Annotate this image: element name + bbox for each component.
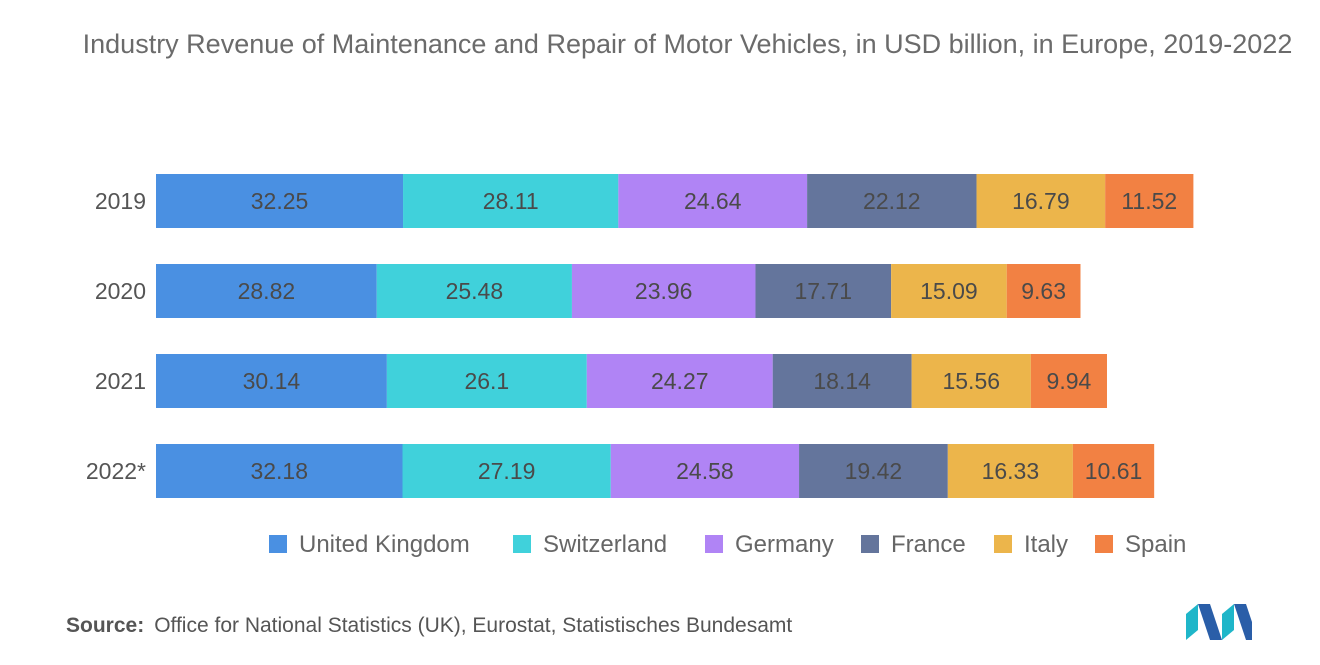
data-label: 32.25	[251, 188, 309, 214]
legend-label: France	[891, 531, 966, 558]
legend-swatch	[705, 535, 723, 553]
data-label: 11.52	[1121, 188, 1177, 214]
data-label: 24.58	[676, 458, 734, 484]
data-label: 19.42	[845, 458, 903, 484]
data-label: 28.11	[483, 188, 539, 214]
bar-segment	[386, 354, 587, 408]
bar-segment	[156, 174, 404, 228]
legend-swatch	[1095, 535, 1113, 553]
bar-segment	[799, 444, 948, 498]
y-tick-label: 2021	[95, 368, 146, 394]
legend-swatch	[994, 535, 1012, 553]
mordor-intelligence-logo	[1186, 604, 1252, 640]
data-label: 22.12	[863, 188, 921, 214]
data-label: 16.33	[982, 458, 1040, 484]
y-tick-label: 2022*	[86, 458, 146, 484]
legend-label: Germany	[735, 531, 834, 558]
bar-segment	[911, 354, 1031, 408]
bar-segment	[1030, 354, 1107, 408]
y-tick-label: 2020	[95, 278, 146, 304]
y-tick-label: 2019	[95, 188, 146, 214]
bar-segment	[402, 444, 611, 498]
data-label: 27.19	[478, 458, 536, 484]
data-label: 26.1	[464, 368, 509, 394]
data-label: 28.82	[238, 278, 296, 304]
bar-segment	[891, 264, 1007, 318]
data-label: 15.56	[942, 368, 1000, 394]
bar-segment	[156, 444, 403, 498]
data-label: 32.18	[250, 458, 308, 484]
legend-label: Italy	[1024, 531, 1068, 558]
bar-segment	[1006, 264, 1081, 318]
bar-segment	[947, 444, 1073, 498]
bar-segment	[976, 174, 1106, 228]
data-label: 15.09	[920, 278, 978, 304]
legend-label: Spain	[1125, 531, 1186, 558]
legend-swatch	[269, 535, 287, 553]
bar-segment	[376, 264, 572, 318]
bar-segment	[618, 174, 808, 228]
data-label: 17.71	[795, 278, 853, 304]
data-label: 18.14	[813, 368, 871, 394]
legend-swatch	[861, 535, 879, 553]
data-label: 10.61	[1085, 458, 1143, 484]
data-label: 24.64	[684, 188, 742, 214]
bar-segment	[403, 174, 619, 228]
data-label: 30.14	[243, 368, 301, 394]
bar-segment	[610, 444, 800, 498]
data-label: 16.79	[1012, 188, 1070, 214]
chart-area: 2019 32.25 28.11 24.64 22.12 16.79 11.52 2020 28…	[86, 174, 1194, 558]
bar-segment	[586, 354, 773, 408]
data-label: 23.96	[635, 278, 693, 304]
source-note: Source: Office for National Statistics (U…	[66, 614, 792, 638]
legend-label: Switzerland	[543, 531, 667, 558]
bar-segment	[156, 354, 387, 408]
source-text: Office for National Statistics (UK), Eur…	[154, 614, 793, 637]
legend-label: United Kingdom	[299, 531, 470, 558]
source-label: Source:	[66, 614, 145, 637]
legend-swatch	[513, 535, 531, 553]
bar-segment	[772, 354, 912, 408]
bar-segment	[755, 264, 892, 318]
bar-segment	[1072, 444, 1155, 498]
bar-segment	[1105, 174, 1194, 228]
data-label: 24.27	[651, 368, 709, 394]
bar-segment	[571, 264, 756, 318]
data-label: 25.48	[446, 278, 504, 304]
data-label: 9.63	[1021, 278, 1066, 304]
chart-title: Industry Revenue of Maintenance and Repa…	[82, 29, 1293, 59]
bar-segment	[156, 264, 377, 318]
bar-segment	[807, 174, 977, 228]
data-label: 9.94	[1047, 368, 1092, 394]
